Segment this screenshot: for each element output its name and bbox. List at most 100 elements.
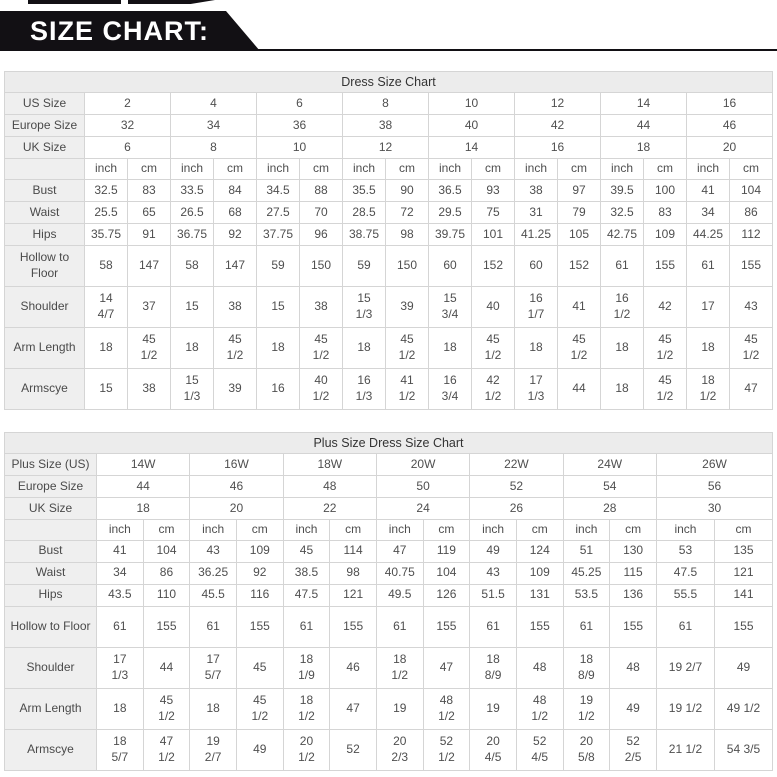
measurement-cell: 47.5 xyxy=(655,561,715,585)
measurement-cell: 42 1/2 xyxy=(471,367,515,410)
row-label-cell: Bust xyxy=(4,539,97,563)
measurement-cell: 44 xyxy=(557,367,601,410)
measurement-cell: 41.25 xyxy=(514,222,558,246)
measurement-cell: 100 xyxy=(643,178,687,202)
measurement-cell: 155 xyxy=(609,605,657,648)
measurement-cell: 45 1/2 xyxy=(235,687,284,730)
measurement-cell: 41 xyxy=(686,178,730,202)
size-value-cell: 36 xyxy=(256,114,343,138)
unit-header-cell: cm xyxy=(329,519,377,541)
size-value-cell: 24W xyxy=(562,453,657,477)
measurement-cell: 79 xyxy=(557,200,601,224)
row-label-cell: Waist xyxy=(4,561,97,585)
unit-header-cell: inch xyxy=(375,519,424,541)
measurement-cell: 52 2/5 xyxy=(609,728,657,771)
measurement-cell: 61 xyxy=(562,605,611,648)
row-label-cell: Hips xyxy=(4,222,85,246)
measurement-cell: 126 xyxy=(422,583,471,607)
measurement-cell: 70 xyxy=(299,200,343,224)
measurement-cell: 44.25 xyxy=(686,222,730,246)
table-row: Waist 34 86 36.25 92 38.5 98 40.75 104 43 109 45.25… xyxy=(4,561,774,585)
size-value-cell: 24 xyxy=(375,497,471,521)
plus-size-dress-size-chart-table: Plus Size Dress Size Chart Plus Size (US)… xyxy=(4,431,774,771)
size-value-cell: 46 xyxy=(189,475,284,499)
measurement-cell: 43 xyxy=(729,285,773,328)
size-chart-banner: SIZE CHART: xyxy=(0,11,260,51)
measurement-cell: 59 xyxy=(256,244,300,287)
size-value-cell: 18W xyxy=(282,453,377,477)
size-value-cell: 28 xyxy=(562,497,657,521)
unit-header-cell: inch xyxy=(282,519,331,541)
measurement-cell: 92 xyxy=(213,222,257,246)
measurement-cell: 18 xyxy=(686,326,730,369)
measurement-cell: 130 xyxy=(609,539,657,563)
size-value-cell: 26W xyxy=(655,453,774,477)
measurement-cell: 18 xyxy=(428,326,472,369)
measurement-cell: 39 xyxy=(385,285,429,328)
measurement-cell: 45 1/2 xyxy=(385,326,429,369)
measurement-cell: 19 xyxy=(375,687,424,730)
size-value-cell: 32 xyxy=(84,114,171,138)
measurement-cell: 65 xyxy=(127,200,171,224)
measurement-cell: 155 xyxy=(643,244,687,287)
dress-size-chart-table: Dress Size Chart US Size 2 4 6 8 10 12 14 16 Europ… xyxy=(4,70,773,410)
row-label-cell: UK Size xyxy=(4,136,85,160)
measurement-cell: 34 xyxy=(96,561,144,585)
measurement-cell: 15 1/3 xyxy=(170,367,214,410)
size-value-cell: 50 xyxy=(375,475,471,499)
measurement-cell: 42.75 xyxy=(600,222,644,246)
unit-row-spacer-cell xyxy=(4,519,97,541)
size-value-cell: 8 xyxy=(170,136,257,160)
size-value-cell: 20 xyxy=(189,497,284,521)
measurement-cell: 20 5/8 xyxy=(562,728,611,771)
measurement-cell: 52 xyxy=(329,728,377,771)
measurement-cell: 16 xyxy=(256,367,300,410)
measurement-cell: 91 xyxy=(127,222,171,246)
measurement-cell: 40 1/2 xyxy=(299,367,343,410)
measurement-cell: 152 xyxy=(557,244,601,287)
measurement-cell: 45 1/2 xyxy=(299,326,343,369)
measurement-cell: 27.5 xyxy=(256,200,300,224)
measurement-cell: 36.75 xyxy=(170,222,214,246)
measurement-cell: 86 xyxy=(729,200,773,224)
measurement-cell: 17 1/3 xyxy=(514,367,558,410)
measurement-cell: 31 xyxy=(514,200,558,224)
measurement-cell: 16 1/3 xyxy=(342,367,386,410)
measurement-cell: 49 xyxy=(713,646,774,689)
measurement-cell: 55.5 xyxy=(655,583,715,607)
measurement-cell: 35.5 xyxy=(342,178,386,202)
measurement-cell: 40.75 xyxy=(375,561,424,585)
unit-row-spacer-cell xyxy=(4,158,85,180)
unit-header-cell: inch xyxy=(686,158,730,180)
measurement-cell: 34.5 xyxy=(256,178,300,202)
table-title: Plus Size Dress Size Chart xyxy=(4,431,773,455)
measurement-cell: 47 xyxy=(422,646,471,689)
banner-underline xyxy=(0,49,777,51)
size-value-cell: 48 xyxy=(282,475,377,499)
measurement-cell: 45 1/2 xyxy=(729,326,773,369)
measurement-cell: 19 1/2 xyxy=(655,687,715,730)
measurement-cell: 19 2/7 xyxy=(655,646,715,689)
size-value-cell: 54 xyxy=(562,475,657,499)
measurement-cell: 19 2/7 xyxy=(189,728,237,771)
measurement-cell: 25.5 xyxy=(84,200,128,224)
size-value-cell: 10 xyxy=(256,136,343,160)
measurement-cell: 141 xyxy=(713,583,774,607)
measurement-cell: 109 xyxy=(643,222,687,246)
row-label-cell: Hollow to Floor xyxy=(4,244,85,287)
unit-header-cell: cm xyxy=(127,158,171,180)
size-value-cell: 10 xyxy=(428,92,515,116)
measurement-cell: 97 xyxy=(557,178,601,202)
unit-header-cell: cm xyxy=(557,158,601,180)
unit-header-cell: inch xyxy=(96,519,144,541)
measurement-cell: 37 xyxy=(127,285,171,328)
measurement-cell: 18 1/2 xyxy=(686,367,730,410)
measurement-cell: 18 xyxy=(170,326,214,369)
size-charts-section: Dress Size Chart US Size 2 4 6 8 10 12 14 16 Europ… xyxy=(0,63,777,771)
measurement-cell: 115 xyxy=(609,561,657,585)
table-row: Hips 43.5 110 45.5 116 47.5 121 49.5 126 51.5 131 5… xyxy=(4,583,774,607)
measurement-cell: 51.5 xyxy=(469,583,517,607)
measurement-cell: 147 xyxy=(213,244,257,287)
table-row: Plus Size (US) 14W 16W 18W 20W 22W 24W 26W xyxy=(4,453,774,477)
size-value-cell: 38 xyxy=(342,114,429,138)
